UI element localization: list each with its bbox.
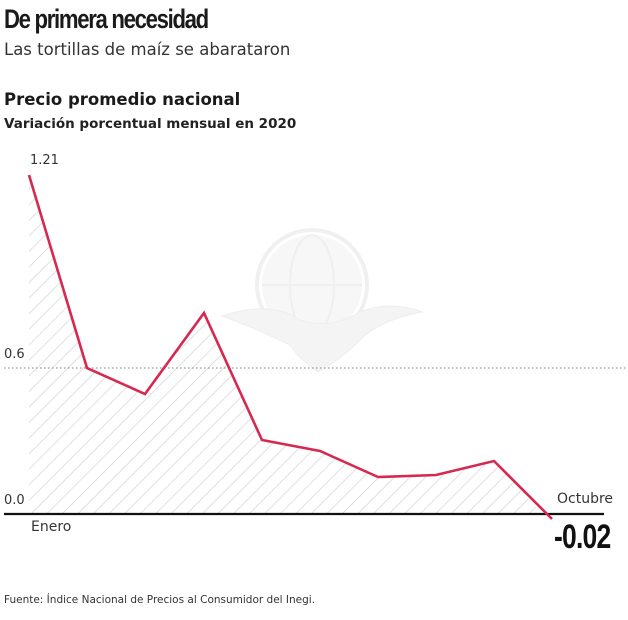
headline-subtitle: Las tortillas de maíz se abarataron <box>4 40 291 59</box>
chart-subtitle: Variación porcentual mensual en 2020 <box>4 116 297 132</box>
y-label-zero: 0.0 <box>4 493 25 508</box>
eagle-globe-watermark-icon <box>220 228 424 373</box>
source-note: Fuente: Índice Nacional de Precios al Co… <box>4 594 316 606</box>
x-label-end: Octubre <box>557 491 614 507</box>
area-fill <box>29 175 541 513</box>
data-line <box>27 174 553 520</box>
chart-title: Precio promedio nacional <box>4 90 241 109</box>
x-label-start: Enero <box>31 519 72 535</box>
y-label-max: 1.21 <box>30 153 59 168</box>
y-label-mid: 0.6 <box>4 347 25 362</box>
headline: De primera necesidad <box>4 4 209 34</box>
end-value-label: -0.02 <box>553 518 610 556</box>
